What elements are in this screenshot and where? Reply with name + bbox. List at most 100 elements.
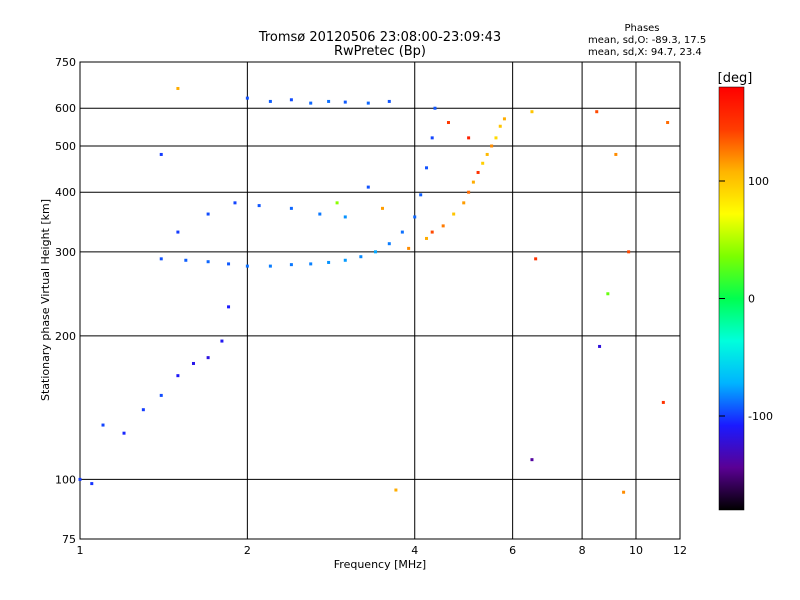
data-point	[452, 212, 456, 216]
data-point	[400, 230, 404, 234]
data-point	[387, 99, 391, 103]
data-point	[606, 292, 610, 296]
data-point	[176, 374, 180, 378]
data-point	[661, 400, 665, 404]
data-point	[78, 477, 82, 481]
data-point	[622, 490, 626, 494]
data-point	[343, 215, 347, 219]
data-point	[373, 250, 377, 254]
x-tick-label: 12	[673, 544, 687, 557]
phases-title: Phases	[624, 23, 659, 34]
data-point	[366, 101, 370, 105]
data-point	[534, 257, 538, 261]
x-tick-labels: 1 2 4 6 8 10 12	[77, 544, 688, 557]
data-point	[245, 96, 249, 100]
data-point	[407, 246, 411, 250]
data-point	[343, 258, 347, 262]
x-tick-label: 2	[244, 544, 251, 557]
data-point	[490, 144, 494, 148]
data-point	[485, 152, 489, 156]
data-point	[380, 206, 384, 210]
data-point	[425, 166, 429, 170]
data-point	[176, 86, 180, 90]
y-tick-label: 500	[55, 140, 76, 153]
data-point	[327, 99, 331, 103]
data-point	[227, 262, 231, 266]
x-tick-label: 4	[411, 544, 418, 557]
data-point	[666, 121, 670, 125]
colorbar-tick-label: 100	[748, 175, 769, 188]
data-point	[90, 482, 94, 486]
y-tick-label: 200	[55, 330, 76, 343]
data-point	[159, 257, 163, 261]
data-point	[462, 201, 466, 205]
data-point	[257, 204, 261, 208]
data-point	[327, 260, 331, 264]
data-point	[101, 423, 105, 427]
data-points	[78, 86, 670, 494]
x-axis-label: Frequency [MHz]	[334, 558, 426, 571]
data-point	[318, 212, 322, 216]
data-point	[419, 193, 423, 197]
data-point	[268, 99, 272, 103]
data-point	[245, 264, 249, 268]
plot-area	[79, 61, 681, 540]
data-point	[268, 264, 272, 268]
x-tick-label: 10	[629, 544, 643, 557]
data-point	[471, 180, 475, 184]
y-tick-label: 75	[62, 533, 76, 546]
data-point	[220, 339, 224, 343]
data-point	[227, 305, 231, 309]
data-point	[206, 260, 210, 264]
data-point	[413, 215, 417, 219]
data-point	[494, 136, 498, 140]
y-tick-label: 750	[55, 56, 76, 69]
x-tick-label: 6	[509, 544, 516, 557]
y-axis-label: Stationary phase Virtual Height [km]	[39, 199, 52, 401]
y-tick-labels: 75 100 200 300 400 500 600 750	[55, 56, 76, 546]
x-tick-label: 1	[77, 544, 84, 557]
colorbar-tick-label: 0	[748, 293, 755, 306]
colorbar-tick-label: -100	[748, 410, 773, 423]
data-point	[335, 201, 339, 205]
data-point	[159, 152, 163, 156]
data-point	[289, 206, 293, 210]
data-point	[206, 212, 210, 216]
data-point	[627, 250, 631, 254]
data-point	[425, 236, 429, 240]
data-point	[394, 488, 398, 492]
data-point	[595, 110, 599, 114]
data-point	[206, 356, 210, 360]
data-point	[191, 361, 195, 365]
data-point	[141, 408, 145, 412]
data-point	[614, 152, 618, 156]
data-point	[530, 458, 534, 462]
data-point	[502, 117, 506, 121]
grid-lines	[80, 62, 680, 539]
data-point	[159, 393, 163, 397]
data-point	[233, 201, 237, 205]
data-point	[598, 344, 602, 348]
data-point	[433, 106, 437, 110]
data-point	[441, 224, 445, 228]
data-point	[309, 101, 313, 105]
data-point	[343, 100, 347, 104]
y-tick-label: 600	[55, 102, 76, 115]
data-point	[309, 262, 313, 266]
data-point	[476, 170, 480, 174]
data-point	[176, 230, 180, 234]
data-point	[184, 258, 188, 262]
data-point	[359, 255, 363, 259]
data-point	[366, 185, 370, 189]
data-point	[122, 431, 126, 435]
phases-line-x: mean, sd,X: 94.7, 23.4	[588, 47, 702, 58]
data-point	[289, 263, 293, 267]
y-tick-label: 400	[55, 186, 76, 199]
chart-subtitle: RwPretec (Bp)	[334, 44, 426, 59]
y-tick-label: 100	[55, 473, 76, 486]
data-point	[446, 121, 450, 125]
data-point	[387, 242, 391, 246]
data-point	[289, 98, 293, 102]
phases-line-o: mean, sd,O: -89.3, 17.5	[588, 35, 706, 46]
